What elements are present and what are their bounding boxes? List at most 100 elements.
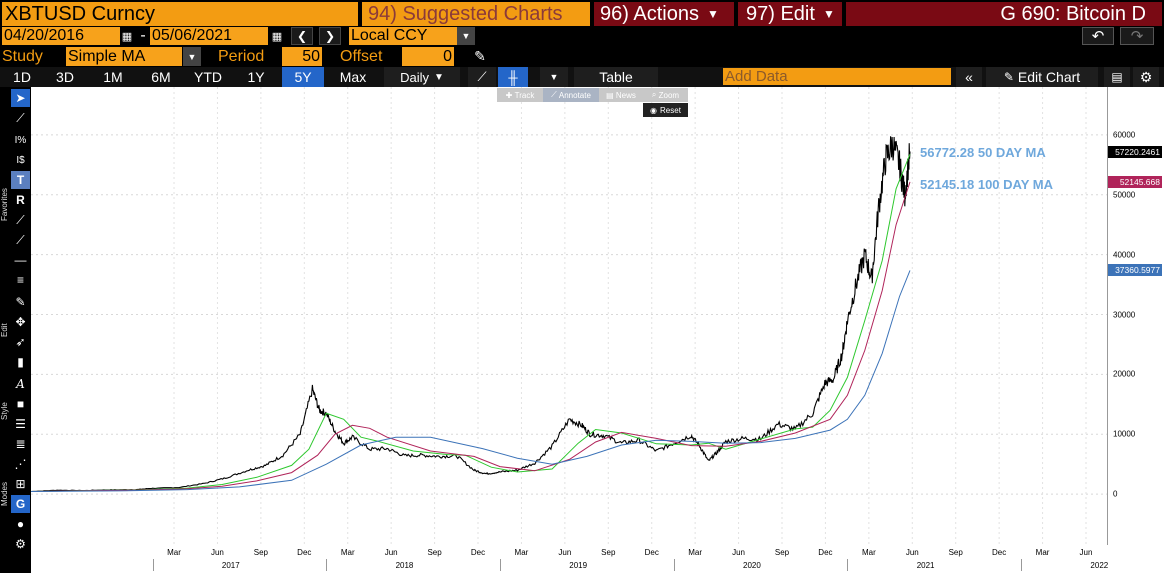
x-tick-label: Sep — [948, 548, 963, 557]
year-label: 2022 — [1090, 561, 1109, 570]
frequency-text: Daily — [400, 69, 429, 85]
tab-ytd[interactable]: YTD — [194, 69, 222, 85]
y-tick-label: 0 — [1113, 489, 1118, 499]
track-option[interactable]: ✚ Track — [505, 90, 535, 100]
sidebar-label-modes: Modes — [0, 482, 9, 507]
prev-period-button[interactable]: ❮ — [291, 27, 313, 45]
add-data-input[interactable]: Add Data — [723, 68, 951, 85]
ratio-tool-icon[interactable]: R — [16, 193, 25, 207]
channel-tool-icon[interactable]: ≡ — [16, 273, 24, 287]
chevron-down-icon: ▼ — [706, 7, 719, 21]
y-tick-label: 30000 — [1113, 310, 1136, 319]
actions-menu[interactable]: 96) Actions ▼ — [594, 2, 734, 26]
reset-button[interactable]: ◉ Reset — [643, 103, 688, 117]
annotate-label: Annotate — [558, 90, 591, 100]
candlestick-icon[interactable]: ╫ — [498, 67, 528, 87]
x-tick-label: Mar — [167, 548, 181, 557]
chevron-down-icon[interactable]: ▼ — [183, 47, 201, 66]
line-weight-icon[interactable]: ≣ — [15, 437, 26, 451]
offset-input[interactable]: 0 — [402, 47, 454, 66]
calendar-icon[interactable]: ▦ — [271, 30, 283, 43]
zoom-option[interactable]: ⌕ Zoom — [651, 90, 680, 100]
tab-max[interactable]: Max — [339, 69, 367, 85]
last-value-tag: 57220.2461 — [1108, 145, 1162, 158]
tool-popup: ✚ Track ⟋ Annotate ▤ News ⌕ Zoom — [497, 88, 688, 102]
end-date-input[interactable]: 05/06/2021 — [150, 27, 268, 45]
redo-button[interactable]: ↷ — [1120, 27, 1154, 45]
tab-5y[interactable]: 5Y — [282, 67, 324, 87]
suggested-charts-button[interactable]: 94) Suggested Charts — [362, 2, 590, 26]
table-button[interactable]: Table — [574, 67, 658, 87]
function-title-text: G 690: Bitcoin D — [1000, 2, 1146, 25]
brush-icon[interactable]: ✎ — [15, 295, 26, 309]
news-option[interactable]: ▤ News — [606, 90, 636, 100]
left-sidebar — [0, 87, 31, 573]
ticker-field[interactable]: XBTUSD Curncy — [2, 2, 358, 26]
start-date-input[interactable]: 04/20/2016 — [2, 27, 120, 45]
chart-settings-icon[interactable]: ▤ — [1104, 67, 1130, 87]
trendline-icon[interactable]: ⟋ — [16, 110, 25, 125]
calendar-icon[interactable]: ▦ — [121, 30, 133, 43]
tab-3d[interactable]: 3D — [56, 69, 74, 85]
year-separator — [1021, 559, 1023, 571]
x-tick-label: Jun — [558, 548, 572, 557]
cursor-icon[interactable]: ➤ — [11, 89, 30, 107]
offset-label: Offset — [340, 47, 383, 65]
text-tool-icon[interactable]: T — [11, 171, 30, 189]
color-mode-icon[interactable]: ● — [16, 517, 25, 531]
line-style-icon[interactable]: ☰ — [15, 417, 26, 431]
last-value-tag: 37360.5977 — [1108, 264, 1162, 277]
suggested-charts-label: 94) Suggested Charts — [368, 2, 563, 25]
currency-select[interactable]: Local CCY — [349, 27, 457, 45]
tab-1y[interactable]: 1Y — [247, 69, 265, 85]
actions-label: 96) Actions — [600, 2, 699, 25]
year-label: 2019 — [569, 561, 588, 570]
font-icon[interactable]: A — [16, 377, 25, 391]
x-tick-label: Dec — [470, 548, 486, 557]
year-label: 2021 — [916, 561, 935, 570]
series-line-ma100 — [31, 181, 911, 492]
add-data-placeholder: Add Data — [725, 68, 788, 85]
edit-label: 97) Edit — [746, 2, 815, 25]
tab-1m[interactable]: 1M — [103, 69, 123, 85]
pen-icon[interactable]: ✎ — [474, 48, 486, 64]
price-tool-icon[interactable]: I$ — [16, 154, 25, 166]
tab-1d[interactable]: 1D — [13, 69, 31, 85]
hline-tool-icon[interactable]: — — [14, 253, 27, 267]
snap-mode-icon[interactable]: ⊞ — [15, 477, 26, 491]
edit-menu[interactable]: 97) Edit ▼ — [738, 2, 842, 26]
ma100-annotation: 52145.18 100 DAY MA — [920, 177, 1053, 192]
percent-tool-icon[interactable]: I% — [14, 134, 27, 146]
price-chart[interactable] — [31, 87, 1108, 545]
annotate-option[interactable]: ⟋ Annotate — [543, 88, 599, 102]
chart-type-dropdown[interactable]: ▼ — [540, 67, 568, 87]
period-input[interactable]: 50 — [282, 47, 322, 66]
select-icon[interactable]: ➶ — [15, 335, 26, 349]
ray-tool-icon[interactable]: ⟋ — [16, 212, 25, 227]
dash-style-icon[interactable]: ⋰ — [14, 457, 27, 471]
undo-button[interactable]: ↶ — [1082, 27, 1114, 45]
line-tool-icon[interactable]: ⟋ — [16, 232, 25, 247]
move-icon[interactable]: ✥ — [15, 315, 26, 329]
frequency-select[interactable]: Daily ▼ — [384, 67, 460, 87]
line-chart-icon[interactable]: ⟋ — [468, 67, 496, 87]
y-tick-label: 40000 — [1113, 250, 1136, 260]
y-tick-label: 10000 — [1113, 429, 1136, 439]
zoom-label: Zoom — [658, 90, 680, 100]
edit-chart-label: Edit Chart — [1017, 69, 1081, 85]
fill-color-icon[interactable]: ■ — [16, 397, 25, 411]
study-select[interactable]: Simple MA — [66, 47, 182, 66]
gear-icon[interactable]: ⚙ — [1133, 67, 1159, 87]
trash-icon[interactable]: ▮ — [17, 355, 24, 369]
x-tick-label: Mar — [861, 548, 876, 557]
chevron-down-icon: ▼ — [434, 71, 444, 83]
magnet-icon[interactable]: G — [11, 495, 30, 513]
tab-6m[interactable]: 6M — [151, 69, 171, 85]
collapse-icon[interactable]: « — [956, 67, 982, 87]
series-line-ma200 — [31, 270, 911, 492]
settings-icon[interactable]: ⚙ — [15, 537, 26, 551]
next-period-button[interactable]: ❯ — [319, 27, 341, 45]
chevron-down-icon[interactable]: ▼ — [457, 27, 475, 45]
edit-chart-button[interactable]: ✎ Edit Chart — [986, 67, 1098, 87]
x-tick-label: Sep — [601, 548, 616, 557]
